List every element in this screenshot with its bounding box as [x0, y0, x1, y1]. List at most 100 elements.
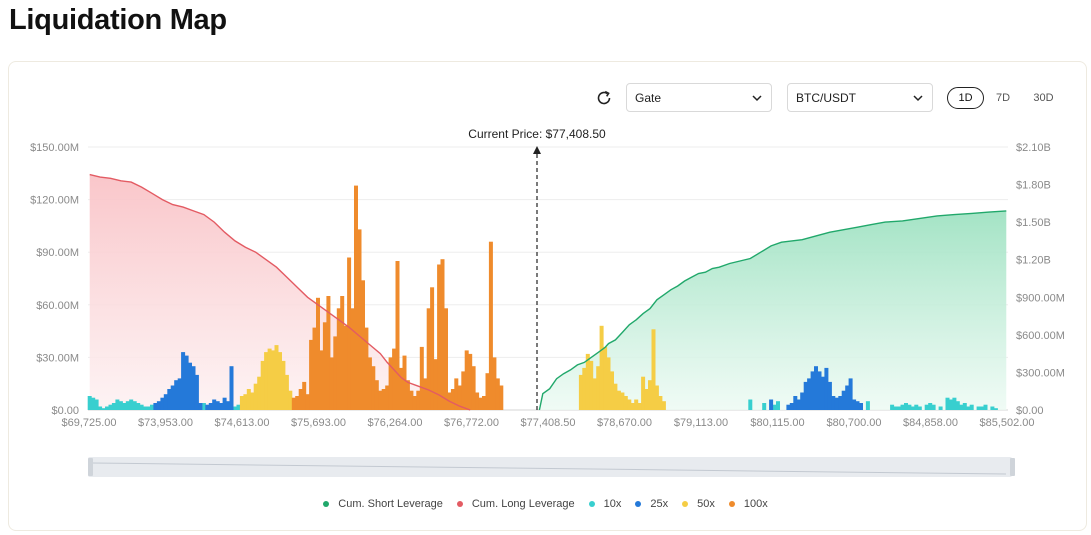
bar-100x	[367, 357, 372, 410]
bar-25x	[834, 397, 839, 410]
bar-10x	[136, 403, 141, 410]
legend-item-100x[interactable]: 100x	[728, 498, 768, 510]
slider-track	[88, 457, 1012, 477]
bar-25x	[181, 352, 186, 410]
bar-25x	[796, 399, 801, 410]
chart-legend: Cum. Short Leverage Cum. Long Leverage 1…	[0, 498, 1091, 510]
bar-10x	[952, 397, 957, 410]
x-tick-label: $76,264.00	[367, 417, 422, 429]
bar-25x	[817, 371, 822, 410]
bar-25x	[188, 362, 192, 410]
bar-10x	[118, 401, 123, 410]
timeframe-30d-button[interactable]: 30D	[1033, 92, 1054, 104]
bar-100x	[347, 257, 352, 410]
bar-100x	[430, 287, 435, 410]
y-left-tick-label: $150.00M	[30, 142, 79, 154]
zoom-slider[interactable]	[88, 457, 1015, 477]
timeframe-7d-button[interactable]: 7D	[995, 92, 1011, 104]
bar-100x	[464, 350, 469, 410]
bar-100x	[433, 359, 438, 410]
bar-100x	[378, 390, 383, 410]
bar-10x	[945, 397, 950, 410]
bar-50x	[274, 345, 279, 410]
bar-10x	[993, 408, 998, 410]
bar-50x	[637, 403, 642, 410]
cum-long-leverage-area	[89, 174, 471, 410]
legend-item-short[interactable]: Cum. Short Leverage	[323, 498, 443, 510]
legend-item-25x[interactable]: 25x	[635, 498, 668, 510]
bar-100x	[329, 357, 334, 410]
exchange-select[interactable]: Gate	[626, 83, 772, 112]
pair-select[interactable]: BTC/USDT	[787, 83, 933, 112]
bar-100x	[488, 241, 493, 410]
bar-10x	[115, 399, 120, 410]
bar-50x	[253, 383, 258, 410]
legend-item-10x[interactable]: 10x	[588, 498, 621, 510]
y-right-tick-label: $1.50B	[1016, 217, 1051, 229]
x-tick-label: $75,693.00	[291, 417, 346, 429]
bar-50x	[623, 396, 628, 410]
bar-10x	[955, 401, 960, 410]
cum-short-leverage-line	[538, 210, 1007, 411]
timeframe-1d-button[interactable]: 1D	[947, 87, 984, 109]
bar-100x	[298, 389, 303, 410]
bar-25x	[845, 385, 850, 410]
bar-50x	[610, 371, 614, 410]
x-tick-label: $85,502.00	[979, 417, 1034, 429]
bar-10x	[980, 406, 985, 410]
bar-10x	[94, 399, 99, 410]
bar-100x	[322, 322, 327, 410]
x-tick-label: $74,613.00	[214, 417, 269, 429]
bar-10x	[87, 396, 92, 410]
bar-50x	[658, 396, 663, 410]
bar-10x	[948, 399, 953, 410]
bar-100x	[302, 381, 307, 410]
bar-50x	[620, 392, 625, 410]
bar-25x	[855, 401, 860, 410]
legend-item-50x[interactable]: 50x	[682, 498, 715, 510]
bar-25x	[852, 399, 857, 410]
bar-50x	[644, 389, 649, 410]
bar-25x	[803, 381, 808, 410]
bar-100x	[444, 308, 448, 410]
bar-50x	[654, 385, 659, 410]
current-price-arrow	[533, 146, 541, 154]
bar-10x	[976, 406, 981, 410]
bar-100x	[409, 390, 414, 410]
bar-10x	[962, 403, 967, 410]
x-tick-label: $77,408.50	[520, 417, 575, 429]
bar-100x	[426, 308, 431, 410]
bar-50x	[246, 389, 251, 410]
legend-item-long[interactable]: Cum. Long Leverage	[456, 498, 575, 510]
bar-25x	[838, 396, 843, 410]
bar-50x	[641, 376, 646, 410]
bar-100x	[437, 264, 442, 410]
bar-25x	[177, 378, 182, 410]
bar-50x	[239, 396, 244, 410]
bar-100x	[399, 367, 403, 410]
bar-50x	[613, 383, 618, 410]
bar-10x	[772, 404, 777, 410]
bar-100x	[319, 350, 324, 410]
bar-100x	[312, 327, 317, 410]
bar-25x	[194, 374, 199, 410]
y-left-tick-label: $0.00	[51, 405, 79, 417]
bar-10x	[938, 406, 943, 410]
bar-25x	[810, 371, 815, 410]
exchange-select-value: Gate	[635, 90, 662, 105]
bar-100x	[392, 348, 397, 410]
bar-25x	[184, 355, 189, 410]
bar-100x	[374, 380, 379, 410]
x-tick-label: $84,858.00	[903, 417, 958, 429]
x-tick-label: $76,772.00	[444, 417, 499, 429]
slider-preview-line	[91, 462, 1007, 475]
legend-swatch-short	[323, 501, 330, 507]
x-tick-label: $79,113.00	[674, 417, 728, 429]
bar-25x	[800, 392, 805, 410]
refresh-icon[interactable]	[595, 89, 613, 107]
bar-10x	[201, 403, 206, 410]
page-title: Liquidation Map	[9, 4, 227, 36]
bar-50x	[257, 376, 262, 410]
legend-label-50x: 50x	[697, 498, 715, 510]
bar-25x	[848, 378, 853, 410]
